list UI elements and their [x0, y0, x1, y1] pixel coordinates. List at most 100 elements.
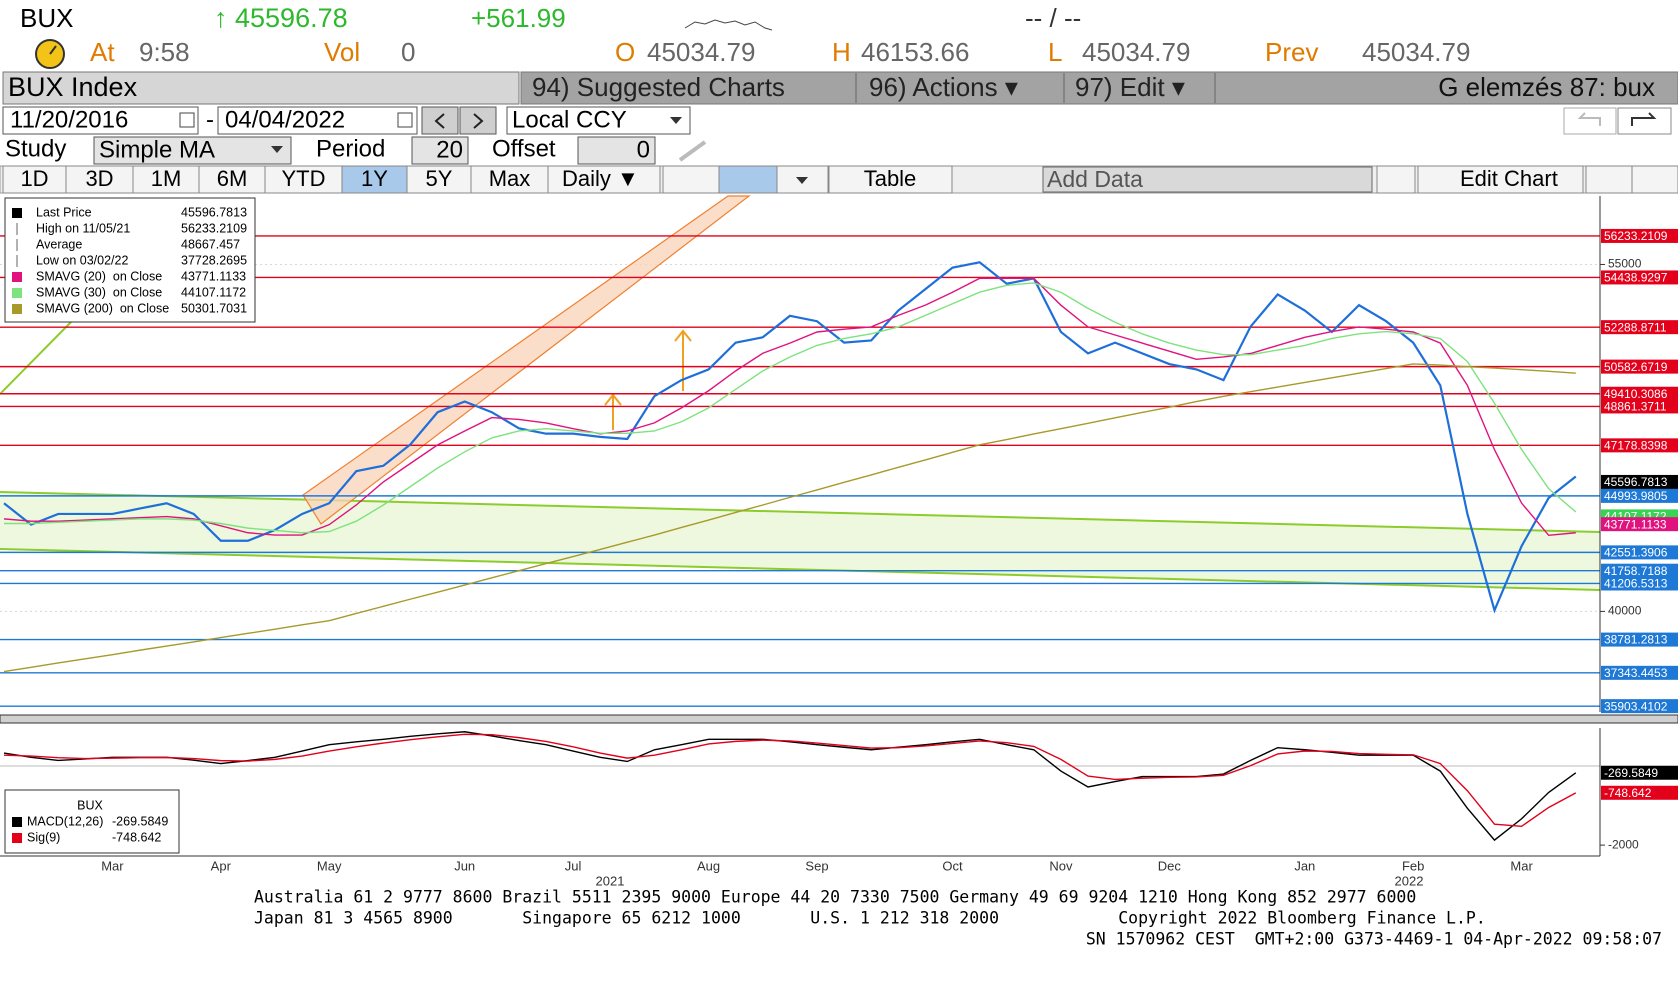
range-button[interactable]	[198, 165, 266, 194]
settings-button[interactable]	[1631, 165, 1678, 194]
year-label: 2022	[1395, 873, 1424, 888]
undo-icon	[1577, 112, 1601, 126]
menu-item[interactable]: 96) Actions ▾	[869, 72, 1018, 102]
net-change: +561.99	[471, 3, 566, 33]
security: BUX Index	[8, 72, 138, 102]
end-date: 04/04/2022	[225, 106, 345, 133]
range-label[interactable]: YTD	[282, 166, 326, 191]
offset-box[interactable]	[577, 136, 656, 165]
dropdown-arrow	[670, 117, 682, 124]
settings-button[interactable]	[1585, 165, 1633, 194]
legend-label: High on 11/05/21	[36, 221, 130, 235]
edit-chart-button[interactable]	[1417, 165, 1584, 194]
study-box[interactable]	[93, 136, 292, 165]
moving-average	[4, 282, 1577, 534]
range-button[interactable]	[341, 165, 408, 194]
legend-label: Last Price	[36, 205, 92, 219]
period-box[interactable]	[411, 136, 469, 165]
price-tag-label: 54438.9297	[1604, 271, 1668, 285]
next-button[interactable]	[459, 106, 497, 135]
moving-average	[3, 363, 1576, 673]
price-tag-label: 47178.8398	[1604, 439, 1668, 453]
price-tag-label: 42551.3906	[1604, 546, 1668, 560]
range-button[interactable]	[65, 165, 134, 194]
legend-swatch	[12, 288, 22, 298]
range-label[interactable]: 6M	[217, 166, 248, 191]
moving-average	[3, 277, 1576, 537]
menu-bar	[520, 71, 1678, 105]
legend-value: 56233.2109	[181, 221, 247, 235]
table-button[interactable]	[828, 165, 953, 194]
range-label[interactable]: 1Y	[361, 166, 388, 191]
frequency[interactable]: Daily ▼	[562, 166, 639, 191]
range-button[interactable]	[406, 165, 472, 194]
x-tick-label: Jun	[454, 858, 475, 873]
legend-value: 45596.7813	[181, 205, 247, 219]
price-tag-label: 38781.2813	[1604, 633, 1668, 647]
currency-box[interactable]	[506, 106, 691, 135]
quote-label: Prev	[1265, 37, 1318, 67]
chart-style-button[interactable]	[662, 165, 720, 194]
macd-line	[3, 733, 1577, 828]
collapse-button[interactable]	[1376, 165, 1416, 194]
range-button[interactable]	[132, 165, 200, 194]
range-label[interactable]: 3D	[85, 166, 113, 191]
price-tag-label: 41758.7188	[1604, 564, 1668, 578]
y-tick-label: 40000	[1608, 604, 1642, 618]
table[interactable]: Table	[864, 166, 917, 191]
x-tick-label: Sep	[805, 858, 828, 873]
chart-style-button[interactable]	[718, 165, 778, 194]
add-data-box[interactable]	[1042, 166, 1373, 193]
price-tag-label: 56233.2109	[1604, 229, 1668, 243]
price-tag-label: 44993.9805	[1604, 489, 1668, 503]
legend-label: Sig(9)	[27, 830, 60, 844]
menu-item[interactable]: 97) Edit ▾	[1075, 72, 1185, 102]
period-label: Period	[316, 135, 385, 162]
quote-label: L	[1048, 37, 1062, 67]
next-arrow	[473, 113, 484, 129]
volume-label: Vol	[324, 37, 360, 67]
range-label[interactable]: Max	[489, 166, 531, 191]
footer-line: Japan 81 3 4565 8900 Singapore 65 6212 1…	[254, 909, 1486, 928]
footer-line: Australia 61 2 9777 8600 Brazil 5511 239…	[254, 888, 1416, 907]
undo-button[interactable]	[1563, 107, 1617, 135]
range-label[interactable]: 5Y	[426, 166, 453, 191]
range-button[interactable]	[264, 165, 343, 194]
start-date: 11/20/2016	[10, 106, 128, 133]
ticker: BUX	[20, 3, 73, 33]
x-tick-label: Dec	[1158, 858, 1182, 873]
start-date-box[interactable]	[2, 106, 199, 135]
time-label: At	[90, 37, 115, 67]
price-tag	[1601, 399, 1678, 414]
redo-button[interactable]	[1617, 107, 1672, 135]
legend-swatch	[12, 833, 22, 843]
date-separator: -	[206, 106, 214, 133]
study: Simple MA	[99, 136, 215, 163]
edit-chart[interactable]: Edit Chart	[1460, 166, 1558, 191]
legend-value: 43771.1133	[181, 269, 246, 283]
range-button[interactable]	[470, 165, 549, 194]
frequency-button[interactable]	[547, 165, 661, 194]
add-data[interactable]: Add Data	[1047, 166, 1143, 192]
macd-legend-box	[4, 789, 180, 854]
end-date-box[interactable]	[217, 106, 418, 135]
offset: 0	[637, 136, 650, 163]
prev-button[interactable]	[421, 106, 459, 135]
y-tick-label: 55000	[1608, 257, 1642, 271]
legend-value: 37728.2695	[181, 253, 247, 267]
range-button[interactable]	[2, 165, 67, 194]
price-tag-label: 45596.7813	[1604, 475, 1668, 489]
price-tag	[1601, 632, 1678, 647]
page-name: G elemzés 87: bux	[1438, 72, 1655, 102]
legend-swatch	[12, 272, 22, 282]
legend-label: SMAVG (30) on Close	[36, 285, 162, 299]
legend-label: MACD(12,26)	[27, 814, 103, 828]
last-price: ↑ 45596.78	[214, 3, 348, 33]
panel-divider	[0, 714, 1678, 724]
range-label[interactable]: 1M	[151, 166, 182, 191]
range-label[interactable]: 1D	[20, 166, 48, 191]
quote-value: 45034.79	[647, 37, 755, 67]
price-tag-label: 50582.6719	[1604, 360, 1668, 374]
menu-item[interactable]: 94) Suggested Charts	[532, 72, 785, 102]
price-tag	[1601, 545, 1678, 560]
